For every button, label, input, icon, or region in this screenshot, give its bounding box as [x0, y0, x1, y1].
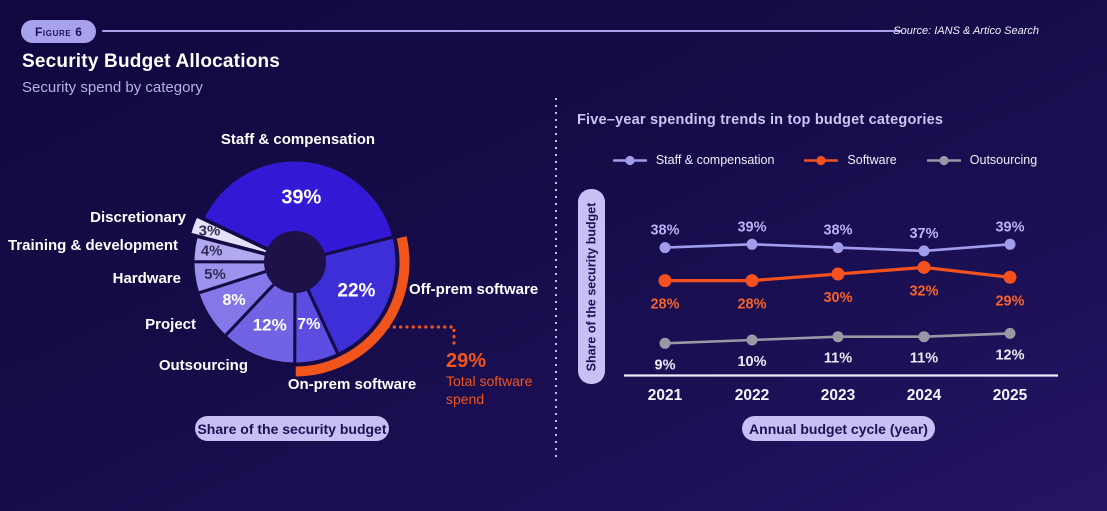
donut-category-label: Project — [145, 316, 196, 333]
trend-x-axis-label-pill: Annual budget cycle (year) — [742, 416, 935, 441]
legend-item: Software — [804, 153, 897, 167]
trend-point — [832, 242, 844, 254]
trend-value-label: 38% — [823, 223, 852, 239]
donut-percent-label: 12% — [253, 316, 287, 335]
donut-percent-label: 22% — [337, 281, 375, 302]
panel-divider — [555, 98, 557, 462]
header-rule — [102, 30, 902, 32]
trend-point — [659, 337, 671, 349]
software-total-connector-dotted — [386, 325, 456, 348]
legend-dot — [625, 155, 635, 165]
trend-year-label: 2024 — [907, 387, 942, 404]
trend-value-label: 29% — [995, 293, 1024, 309]
software-total-arc — [295, 236, 410, 377]
trend-value-label: 39% — [737, 219, 766, 235]
trend-point — [831, 267, 845, 281]
donut-category-label: Outsourcing — [159, 357, 248, 374]
page-title: Security Budget Allocations — [22, 51, 281, 72]
trend-y-axis-label-pill: Share of the security budget — [578, 189, 605, 384]
legend-label: Outsourcing — [969, 153, 1038, 167]
trend-chart: 38% 39% 38% 37% 39% 28% 28% 30% 32% 29% 9% 10% 11% 11… — [624, 219, 1058, 404]
donut-hole — [264, 231, 326, 293]
legend-label: Staff & compensation — [655, 153, 775, 167]
trend-chart-title: Five–year spending trends in top budget … — [577, 112, 944, 128]
trend-year-label: 2025 — [993, 387, 1028, 404]
software-total-caption: spend — [446, 391, 484, 407]
page-subtitle: Security spend by category — [22, 79, 203, 96]
trend-legend: Staff & compensation Software Outsourcing — [575, 153, 1075, 167]
trend-value-label: 39% — [995, 219, 1024, 235]
trend-value-label: 37% — [909, 226, 938, 242]
donut-percent-label: 3% — [199, 222, 221, 239]
trend-point — [658, 274, 672, 288]
trend-value-label: 28% — [737, 297, 766, 313]
trend-year-label: 2021 — [648, 387, 683, 404]
donut-caption-pill: Share of the security budget — [195, 416, 389, 441]
legend-swatch-icon — [804, 155, 839, 165]
trend-point — [745, 274, 759, 288]
legend-label: Software — [847, 153, 897, 167]
software-total-value: 29% — [446, 350, 486, 372]
trend-value-label: 10% — [737, 354, 766, 370]
trend-point — [746, 334, 758, 346]
legend-dot — [939, 155, 949, 165]
donut-percent-label: 7% — [297, 316, 320, 333]
donut-slice — [201, 158, 396, 264]
legend-swatch-icon — [612, 155, 647, 165]
trend-point — [1004, 327, 1016, 339]
donut-category-label: Hardware — [113, 270, 181, 287]
legend-item: Staff & compensation — [612, 153, 775, 167]
donut-percent-label: 5% — [204, 266, 226, 283]
trend-point — [1003, 270, 1017, 284]
trend-value-label: 38% — [650, 223, 679, 239]
donut-percent-label: 8% — [223, 292, 246, 309]
trend-point — [746, 238, 758, 250]
trend-point — [832, 331, 844, 343]
donut-percent-label: 39% — [281, 186, 321, 208]
donut-category-label: Off-prem software — [409, 281, 538, 298]
donut-slice — [188, 214, 290, 262]
trend-year-label: 2023 — [821, 387, 856, 404]
trend-value-label: 12% — [995, 347, 1024, 363]
donut-category-label: Discretionary — [90, 209, 187, 226]
trend-value-label: 11% — [824, 351, 852, 367]
figure-number-badge: Figure 6 — [21, 20, 97, 43]
trend-year-label: 2022 — [735, 387, 769, 404]
source-attribution: Source: IANS & Artico Search — [893, 25, 1039, 37]
legend-item: Outsourcing — [926, 153, 1038, 167]
trend-value-label: 11% — [910, 351, 938, 367]
trend-point — [918, 245, 930, 257]
donut-category-label: Training & development — [8, 237, 178, 254]
trend-point — [917, 260, 931, 274]
trend-value-label: 28% — [650, 297, 679, 313]
trend-value-label: 30% — [823, 290, 852, 306]
donut-chart: 39% Staff & compensation 22% Off-prem softw… — [8, 131, 538, 407]
trend-point — [1004, 238, 1016, 250]
donut-category-label: On-prem software — [288, 376, 416, 393]
legend-dot — [816, 155, 827, 165]
trend-point — [659, 242, 671, 254]
trend-point — [918, 331, 930, 343]
legend-swatch-icon — [926, 155, 961, 165]
donut-percent-label: 4% — [201, 243, 223, 260]
software-total-caption: Total software — [446, 373, 533, 389]
trend-value-label: 9% — [655, 357, 676, 373]
donut-category-label: Staff & compensation — [221, 131, 375, 148]
trend-value-label: 32% — [909, 283, 938, 299]
